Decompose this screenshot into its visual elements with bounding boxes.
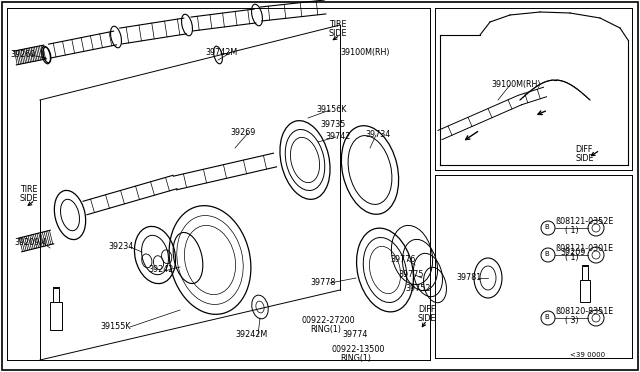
Text: ( 3): ( 3) — [565, 316, 579, 325]
Text: 39742: 39742 — [325, 132, 350, 141]
Text: <39 0000: <39 0000 — [570, 352, 605, 358]
Text: ( 1): ( 1) — [565, 226, 579, 235]
Bar — [580, 280, 590, 302]
Text: 39156K: 39156K — [316, 105, 346, 114]
Text: 39775: 39775 — [398, 270, 424, 279]
Text: 39209M: 39209M — [14, 238, 46, 247]
Text: 39269: 39269 — [230, 128, 255, 137]
Text: ß08121-0352E: ß08121-0352E — [555, 217, 613, 226]
Text: 00922-27200: 00922-27200 — [302, 316, 356, 325]
Text: DIFF: DIFF — [418, 305, 435, 314]
Text: 39242: 39242 — [148, 265, 173, 274]
Text: SIDE: SIDE — [575, 154, 593, 163]
Bar — [53, 288, 59, 302]
Text: 39781: 39781 — [456, 273, 481, 282]
Text: 39742M: 39742M — [205, 48, 237, 57]
Text: DIFF: DIFF — [575, 145, 593, 154]
Text: RING(1): RING(1) — [340, 354, 371, 363]
Text: ß08120-8351E: ß08120-8351E — [555, 307, 613, 316]
Text: 39155K: 39155K — [100, 322, 131, 331]
Text: 39100M(RH): 39100M(RH) — [340, 48, 390, 57]
Text: 39269: 39269 — [10, 50, 35, 59]
Text: B: B — [544, 224, 548, 230]
Text: ß08121-0301E: ß08121-0301E — [555, 244, 613, 253]
Bar — [582, 266, 588, 280]
Text: TIRE: TIRE — [20, 185, 38, 194]
Text: 39209: 39209 — [560, 248, 586, 257]
Text: 39776: 39776 — [390, 255, 415, 264]
Text: 39752: 39752 — [405, 284, 431, 293]
Text: SIDE: SIDE — [418, 314, 436, 323]
Text: 39734: 39734 — [365, 130, 390, 139]
Text: TIRE: TIRE — [329, 20, 347, 29]
Text: 39778: 39778 — [310, 278, 335, 287]
Text: ( 1): ( 1) — [565, 253, 579, 262]
Bar — [50, 302, 62, 330]
Text: 39735: 39735 — [320, 120, 346, 129]
Text: 39774: 39774 — [342, 330, 367, 339]
Text: 39234: 39234 — [108, 242, 133, 251]
Text: SIDE: SIDE — [20, 194, 38, 203]
Text: 39100M(RH): 39100M(RH) — [491, 80, 541, 89]
Text: RING(1): RING(1) — [310, 325, 341, 334]
Text: B: B — [544, 251, 548, 257]
Text: SIDE: SIDE — [329, 29, 348, 38]
Text: 00922-13500: 00922-13500 — [332, 345, 385, 354]
Text: B: B — [544, 314, 548, 320]
Text: 39242M: 39242M — [235, 330, 268, 339]
